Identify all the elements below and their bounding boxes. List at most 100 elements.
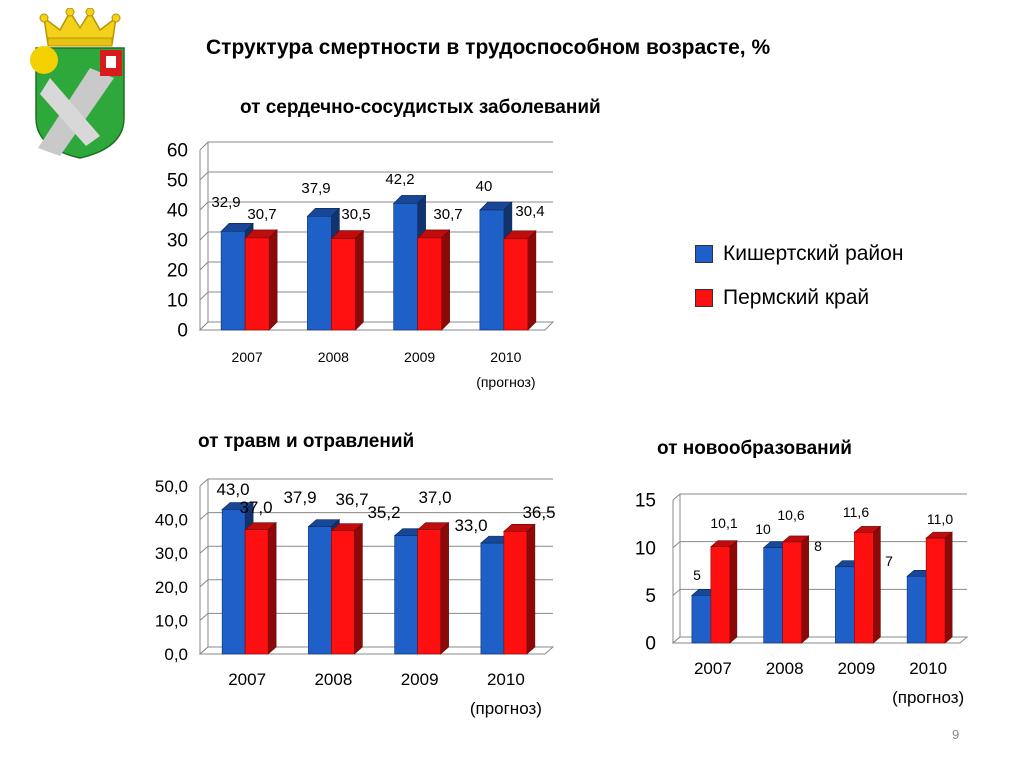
- chart2-xtick-note: (прогноз): [470, 699, 542, 718]
- chart1-bar-kishert-2007: [220, 231, 246, 331]
- chart1-grid-diag: [199, 231, 209, 241]
- chart1-bar-perm-2007: [244, 237, 270, 331]
- chart1-bar-perm-2008-label: 30,5: [341, 206, 370, 223]
- chart3-xtick-note: (прогноз): [892, 688, 964, 707]
- chart3-bar-kishert-2009-label: 8: [814, 538, 822, 554]
- chart3-bar-kishert-2010: [906, 575, 927, 644]
- chart1-xtick-note: (прогноз): [476, 374, 535, 390]
- chart3-bar-perm-2008-side: [801, 535, 809, 644]
- chart2-bar-kishert-2007: [221, 509, 246, 655]
- chart3-bar-perm-2010-label: 11,0: [927, 511, 953, 527]
- chart1-xtick-label-2007: 2007: [232, 349, 263, 365]
- chart2-bar-kishert-2009-label: 35,2: [367, 503, 400, 522]
- chart3-bar-perm-2010-side: [944, 531, 953, 644]
- chart1-bar-perm-2009-label: 30,7: [433, 206, 462, 223]
- chart3-bar-perm-2009-label: 11,6: [843, 504, 869, 520]
- chart2-bar-perm-2010: [503, 531, 528, 655]
- chart1-grid-diag: [199, 141, 209, 151]
- chart1-bar-kishert-2008-label: 37,9: [301, 180, 330, 197]
- chart2-bar-kishert-2007-label: 43,0: [216, 480, 249, 499]
- chart3-grid-diag: [672, 493, 681, 501]
- chart3-bar-perm-2007-label: 10,1: [710, 515, 737, 531]
- chart2-bar-perm-2009: [417, 529, 441, 655]
- chart3-title: от новообразований: [657, 438, 852, 459]
- chart2-xtick-label-2009: 2009: [401, 670, 439, 689]
- legend: Кишертский район Пермский край: [695, 232, 903, 320]
- chart2-grid-diag: [199, 545, 209, 554]
- chart3-ytick-label: 0: [645, 634, 656, 655]
- chart1-ytick-label: 0: [177, 321, 188, 342]
- chart1-grid-diag: [199, 261, 209, 271]
- chart3-bar-perm-2008: [782, 541, 802, 644]
- chart2-bar-perm-2009-label: 37,0: [418, 488, 451, 507]
- chart2-bar-perm-2010-label: 36,5: [522, 503, 555, 522]
- chart2-bar-perm-2007-label: 37,0: [239, 498, 272, 517]
- chart3-ytick-label: 5: [645, 586, 656, 607]
- chart2-ytick-label: 30,0: [155, 544, 188, 563]
- chart1-ytick-label: 40: [167, 201, 188, 222]
- chart1-bar-kishert-2007-label: 32,9: [211, 194, 240, 211]
- page-title: Структура смертности в трудоспособном во…: [206, 36, 771, 59]
- chart2-ytick-label: 10,0: [155, 611, 188, 630]
- chart3-bar-kishert-2008: [763, 547, 783, 644]
- chart1-ytick-label: 60: [167, 141, 188, 162]
- chart1-grid-diag: [199, 201, 209, 211]
- chart1-grid-diag: [199, 171, 209, 181]
- chart1-bar-kishert-2009: [393, 203, 418, 331]
- chart3-grid-diag: [672, 541, 681, 549]
- chart1-xtick-label-2009: 2009: [404, 349, 435, 365]
- chart3-bar-perm-2010: [925, 537, 946, 644]
- chart2-grid-diag: [199, 579, 209, 588]
- legend-label-perm: Пермский край: [723, 286, 870, 309]
- chart2-bar-perm-2007-side: [267, 522, 277, 655]
- chart1-bar-kishert-2010-label: 40: [476, 178, 493, 195]
- chart3-bar-perm-2007: [710, 546, 731, 644]
- chart2-grid-diag: [199, 512, 209, 520]
- chart2-xtick-label-2010: 2010: [487, 670, 525, 689]
- chart3-xtick-label-2008: 2008: [766, 659, 804, 678]
- chart2-bar-kishert-2009: [394, 535, 418, 655]
- chart2-xtick-label-2007: 2007: [228, 670, 266, 689]
- chart1-bar-kishert-2008: [307, 216, 332, 331]
- chart3-bar-perm-2007-side: [729, 540, 738, 644]
- chart1-xtick-label-2008: 2008: [318, 349, 349, 365]
- coat-of-arms-icon: [30, 8, 125, 159]
- legend-item-kishert: Кишертский район: [695, 232, 903, 276]
- chart1-bar-perm-2010-side: [527, 230, 537, 331]
- chart2-bar-kishert-2010: [480, 542, 505, 655]
- chart1-ytick-label: 30: [167, 231, 188, 252]
- chart2-ytick-label: 50,0: [155, 477, 188, 496]
- chart2-ytick-label: 40,0: [155, 511, 188, 530]
- chart3-xtick-label-2007: 2007: [694, 659, 732, 678]
- chart2-title: от травм и отравлений: [198, 431, 415, 452]
- chart1-bar-kishert-2010: [479, 209, 505, 331]
- chart3-bar-perm-2008-label: 10,6: [777, 507, 804, 523]
- chart1-bar-perm-2009: [417, 237, 442, 331]
- chart2-bar-kishert-2008: [308, 526, 332, 655]
- chart3-bar-perm-2009-side: [873, 525, 881, 644]
- chart2-grid-diag: [199, 478, 209, 487]
- chart3-bar-kishert-2007: [691, 595, 712, 644]
- chart3-xtick-label-2009: 2009: [837, 659, 875, 678]
- chart1-grid-diag: [199, 291, 209, 301]
- chart1-ytick-label: 10: [167, 291, 188, 312]
- chart3-bar-kishert-2007-label: 5: [693, 567, 701, 583]
- legend-swatch-kishert: [695, 245, 713, 263]
- chart1-bar-perm-2010-label: 30,4: [515, 203, 544, 220]
- chart1-bar-perm-2007-side: [268, 229, 278, 331]
- chart1-ytick-label: 50: [167, 171, 188, 192]
- chart2-ytick-label: 0,0: [164, 645, 188, 664]
- chart2-bar-perm-2007: [244, 529, 269, 655]
- chart2-grid-diag: [199, 613, 209, 621]
- chart2-bar-kishert-2010-label: 33,0: [454, 516, 487, 535]
- page-number: 9: [952, 727, 960, 742]
- chart3-xtick-label-2010: 2010: [909, 659, 947, 678]
- legend-label-kishert: Кишертский район: [723, 242, 904, 265]
- chart3-bar-kishert-2010-label: 7: [885, 553, 893, 569]
- chart1-title: от сердечно-сосудистых заболеваний: [240, 97, 601, 118]
- chart3-bar-perm-2009: [854, 532, 874, 644]
- legend-swatch-perm: [695, 289, 713, 307]
- chart2-bar-perm-2009-side: [440, 522, 449, 655]
- chart1-bar-perm-2010: [503, 238, 529, 331]
